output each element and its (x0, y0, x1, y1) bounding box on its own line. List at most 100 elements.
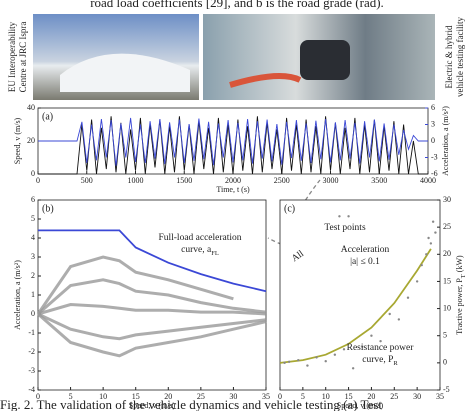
x-tick-label: 35 (436, 392, 444, 401)
series-line (37, 312, 267, 358)
annotation: curve, PR (362, 355, 398, 367)
y-tick-label: 25 (443, 222, 451, 231)
plot-frame (37, 107, 429, 175)
panel-label: (a) (42, 111, 53, 122)
x-tick-label: 30 (413, 392, 421, 401)
series-line (37, 302, 267, 316)
scatter-point (370, 334, 373, 337)
annotation-part: curve, P (362, 355, 393, 365)
scatter-point (429, 242, 433, 245)
photo-right-label: vehicle testing facility (455, 17, 465, 97)
scatter-point (397, 318, 401, 321)
scatter-point (434, 231, 437, 234)
x-tick-label: 35 (262, 392, 270, 401)
annotation: |a| ≤ 0.1 (350, 257, 380, 267)
y-tick-label: 15 (443, 276, 451, 285)
x-tick-label: 1500 (176, 176, 192, 185)
y-axis-label: Speed, v (m/s) (13, 117, 22, 164)
x-tick-label: 4000 (420, 176, 436, 185)
y-tick-label: 5 (443, 331, 447, 340)
y-tick-label: -3 (28, 366, 35, 375)
scatter-point (431, 220, 435, 223)
annotation: Full-load acceleration (158, 233, 241, 243)
scatter-point (379, 339, 382, 343)
y-tick-label: 0 (443, 358, 447, 367)
annotation: curve, aFL (181, 245, 219, 257)
y-axis-label-part: Tractive power, P (455, 278, 464, 335)
y-axis-label-part: T (460, 274, 467, 278)
y-tick-label: -1 (28, 328, 35, 337)
y-tick-label: -4 (28, 385, 35, 394)
y2-tick-label: 0 (431, 136, 435, 145)
scatter-point (315, 356, 318, 359)
x-axis-label: Speed, v (m/s) (129, 401, 176, 410)
photo-left-label: Centre at JRC Ispra (18, 22, 28, 93)
y2-tick-label: 3 (431, 119, 435, 128)
scatter-point (427, 236, 430, 240)
photo-right-label: Electric & hybrid (444, 25, 454, 88)
x-tick-label: 1000 (128, 176, 144, 185)
x-tick-label: 0 (36, 176, 40, 185)
annotation: Test points (324, 223, 366, 233)
y-axis-label: Tractive power, PT (kW) (455, 255, 467, 335)
x-tick-label: 20 (367, 392, 375, 401)
annotation: Acceleration (341, 245, 390, 255)
series-line (37, 278, 267, 316)
scatter-point (425, 253, 428, 256)
y2-tick-label: -6 (431, 169, 438, 178)
scatter-point (420, 263, 423, 267)
y-tick-label: 20 (443, 249, 451, 258)
x-tick-label: 25 (197, 392, 205, 401)
photo-building-shape (60, 53, 190, 92)
series-line (38, 229, 267, 293)
scatter-point (415, 280, 419, 283)
photo-hose (229, 73, 302, 88)
scatter-point (297, 358, 300, 362)
y-tick-label: 40 (27, 103, 35, 112)
panel-label: (c) (284, 203, 295, 214)
y2-tick-label: 6 (431, 103, 435, 112)
x-tick-label: 15 (345, 392, 353, 401)
annotation-part: R (393, 360, 398, 367)
x-tick-label: 5 (301, 392, 305, 401)
x-tick-label: 25 (390, 392, 398, 401)
scatter-point (287, 360, 291, 363)
y2-tick-label: -3 (431, 152, 438, 161)
scatter-point (361, 345, 364, 348)
y-tick-label: 6 (31, 195, 35, 204)
y-tick-label: 5 (31, 214, 35, 223)
x-tick-label: 10 (99, 392, 107, 401)
header-text: road load coefficients [29], and b is th… (90, 0, 384, 10)
x-tick-label: 2000 (225, 176, 241, 185)
x-tick-label: 5 (69, 392, 73, 401)
x-axis-label: Time, t (s) (216, 185, 250, 194)
scatter-point (406, 296, 410, 299)
y-tick-label: 0 (31, 309, 35, 318)
scatter-point (283, 361, 286, 365)
series-line (38, 117, 428, 166)
x-tick-label: 0 (36, 392, 40, 401)
y-tick-label: 20 (27, 136, 35, 145)
photo-left-label: EU Interoperability (7, 21, 17, 92)
x-tick-label: 15 (132, 392, 140, 401)
y-tick-label: 3 (31, 252, 35, 261)
scatter-point (388, 312, 391, 316)
x-tick-label: 3000 (323, 176, 339, 185)
series-line (37, 312, 267, 341)
x-tick-label: 0 (278, 392, 282, 401)
panel-label: (b) (42, 203, 54, 214)
x-tick-label: 2500 (274, 176, 290, 185)
y2-axis-label: Acceleration, a (m/s²) (441, 106, 450, 176)
x-tick-label: 20 (164, 392, 172, 401)
annotation: Resistance power (347, 343, 415, 353)
y-tick-label: 1 (31, 290, 35, 299)
scatter-point (351, 367, 355, 370)
y-tick-label: 30 (443, 195, 451, 204)
y-tick-label: -2 (28, 347, 35, 356)
x-tick-label: 10 (322, 392, 330, 401)
caption: Fig. 2. The validation of the vehicle dy… (0, 397, 382, 411)
annotation-part: curve, a (181, 245, 212, 255)
y-tick-label: 0 (31, 169, 35, 178)
annotation-part: FL (211, 250, 219, 257)
